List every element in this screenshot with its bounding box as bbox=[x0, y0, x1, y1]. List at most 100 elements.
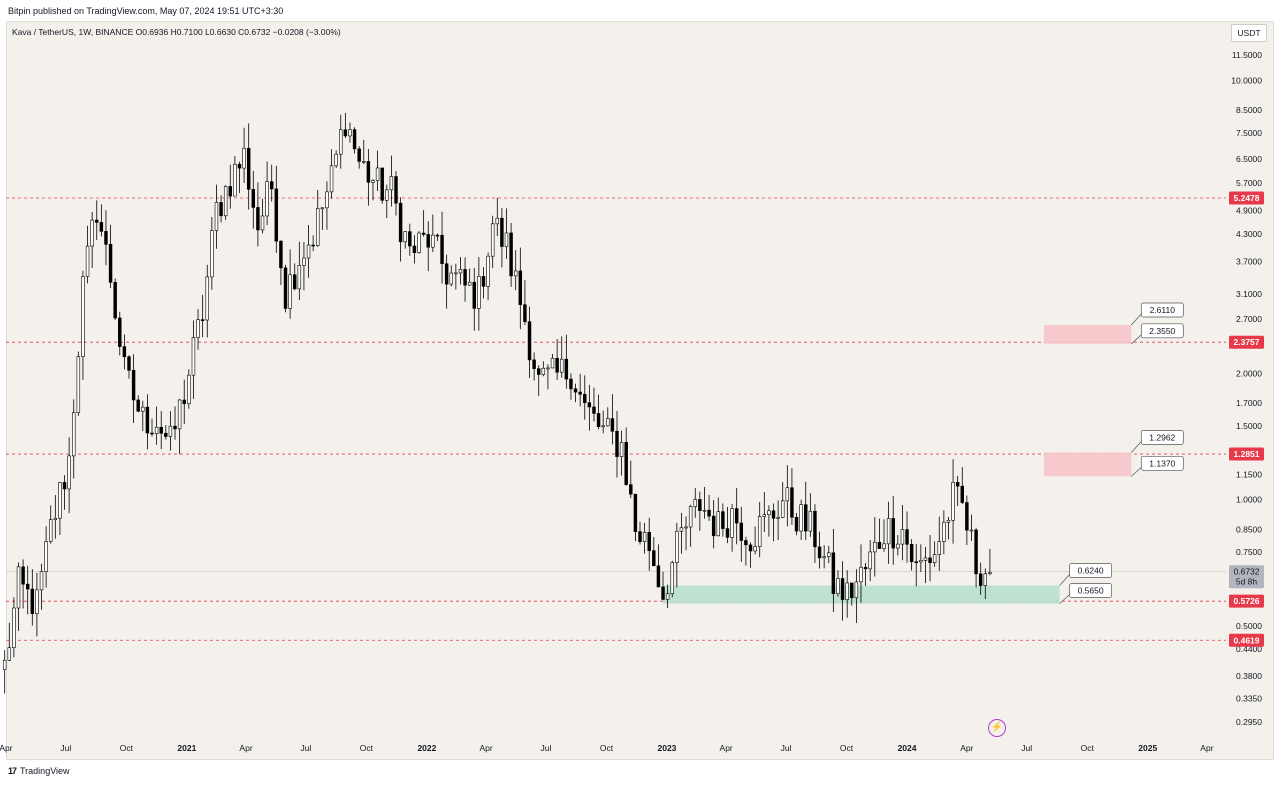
time-tick-label: 2021 bbox=[177, 743, 196, 753]
candle-body bbox=[283, 267, 288, 309]
candle-body bbox=[362, 161, 366, 163]
candle-body bbox=[458, 269, 463, 274]
candle-body bbox=[25, 583, 30, 590]
candle-body bbox=[937, 541, 941, 556]
candle-body bbox=[629, 484, 633, 495]
candle-body bbox=[831, 552, 836, 594]
time-tick-label: Jul bbox=[541, 743, 552, 753]
candle-body bbox=[242, 147, 246, 169]
candle-body bbox=[348, 129, 352, 137]
candle-body bbox=[965, 502, 969, 531]
candle-body bbox=[753, 546, 757, 552]
time-tick-label: Apr bbox=[0, 743, 13, 753]
price-tick-label: 1.7000 bbox=[1236, 398, 1262, 408]
chart-panel[interactable] bbox=[6, 21, 1274, 760]
candle-body bbox=[500, 217, 504, 247]
candle-body bbox=[610, 418, 615, 432]
candle-body bbox=[417, 232, 421, 253]
candle-body bbox=[48, 519, 53, 542]
candle-body bbox=[81, 276, 85, 357]
time-tick-label: Apr bbox=[1200, 743, 1213, 753]
candle-body bbox=[886, 518, 891, 545]
candle-body bbox=[173, 425, 177, 430]
candle-body bbox=[882, 543, 886, 549]
time-tick-label: Jul bbox=[781, 743, 792, 753]
candle-body bbox=[513, 270, 518, 277]
candle-body bbox=[569, 378, 573, 390]
candle-body bbox=[219, 202, 223, 217]
time-axis[interactable]: Apr Jul Oct 2021 Apr Jul Oct 2022 Apr Jul Oct 2023 A… bbox=[0, 743, 1214, 753]
candle-body bbox=[891, 518, 895, 549]
candle-body bbox=[527, 321, 532, 361]
callout-leader bbox=[1131, 334, 1142, 345]
time-tick-label: 2025 bbox=[1138, 743, 1157, 753]
candle-body bbox=[951, 482, 955, 521]
footer-brand[interactable]: 17 TradingView bbox=[8, 766, 70, 776]
candle-body bbox=[200, 319, 205, 321]
price-tick-label: 1.5000 bbox=[1236, 421, 1262, 431]
candle-body bbox=[698, 499, 702, 511]
candle-body bbox=[642, 531, 647, 542]
time-tick-label: Apr bbox=[720, 743, 733, 753]
candle-body bbox=[946, 519, 951, 523]
zone-bottom-label: 0.5650 bbox=[1078, 586, 1104, 596]
candle-body bbox=[187, 374, 191, 405]
symbol-legend[interactable]: Kava / TetherUS, 1W, BINANCE O0.6936 H0.… bbox=[12, 27, 341, 37]
candle-body bbox=[279, 240, 283, 269]
candle-body bbox=[555, 357, 559, 373]
candle-body bbox=[615, 430, 619, 457]
candle-body bbox=[804, 504, 808, 532]
candle-body bbox=[739, 522, 744, 541]
candle-body bbox=[606, 418, 610, 427]
candle-body bbox=[734, 508, 739, 524]
candle-body bbox=[214, 202, 219, 231]
candle-body bbox=[444, 263, 449, 285]
price-tick-label: 0.7500 bbox=[1236, 547, 1262, 557]
candle-body bbox=[127, 356, 131, 371]
zones bbox=[663, 325, 1132, 604]
candle-body bbox=[67, 455, 71, 490]
candle-body bbox=[767, 510, 771, 515]
candle-body bbox=[564, 358, 569, 380]
time-tick-label: Oct bbox=[600, 743, 614, 753]
candle-body bbox=[808, 510, 813, 532]
candle-body bbox=[16, 566, 21, 609]
candle-body bbox=[619, 441, 624, 457]
candle-body bbox=[762, 514, 767, 517]
candle-body bbox=[490, 223, 495, 257]
candle-body bbox=[776, 517, 780, 519]
candle-body bbox=[560, 358, 564, 373]
candle-body bbox=[983, 573, 988, 586]
candle-body bbox=[707, 509, 711, 517]
candle-body bbox=[76, 356, 81, 414]
candle-body bbox=[495, 217, 500, 225]
candle-body bbox=[675, 530, 679, 563]
candle-body bbox=[371, 180, 375, 183]
candle-body bbox=[744, 540, 748, 546]
candle-body bbox=[670, 562, 674, 595]
candle-body bbox=[546, 367, 550, 370]
candle-body bbox=[274, 188, 279, 242]
candle-body bbox=[909, 543, 914, 563]
candle-body bbox=[790, 487, 794, 518]
candles bbox=[2, 112, 992, 694]
candle-body bbox=[302, 257, 306, 266]
candle-body bbox=[578, 391, 582, 395]
candle-body bbox=[118, 317, 122, 347]
candle-body bbox=[633, 493, 638, 532]
lightning-icon[interactable]: ⚡ bbox=[988, 719, 1006, 737]
price-tick-label: 7.5000 bbox=[1236, 128, 1262, 138]
price-axis[interactable]: 11.5000 10.0000 8.5000 7.5000 6.5000 5.7000 4.… bbox=[1231, 50, 1262, 727]
callout-leader bbox=[1059, 594, 1070, 604]
candle-body bbox=[868, 551, 872, 570]
zone-bottom-label: 2.3550 bbox=[1149, 326, 1175, 336]
resistance-zone bbox=[1043, 325, 1132, 344]
candle-body bbox=[596, 413, 601, 427]
publish-info: Bitpin published on TradingView.com, May… bbox=[8, 6, 284, 16]
price-tick-label: 2.7000 bbox=[1236, 314, 1262, 324]
candle-body bbox=[974, 529, 978, 575]
candle-body bbox=[532, 359, 536, 369]
currency-button[interactable]: USDT bbox=[1231, 24, 1267, 42]
candle-body bbox=[394, 176, 398, 204]
